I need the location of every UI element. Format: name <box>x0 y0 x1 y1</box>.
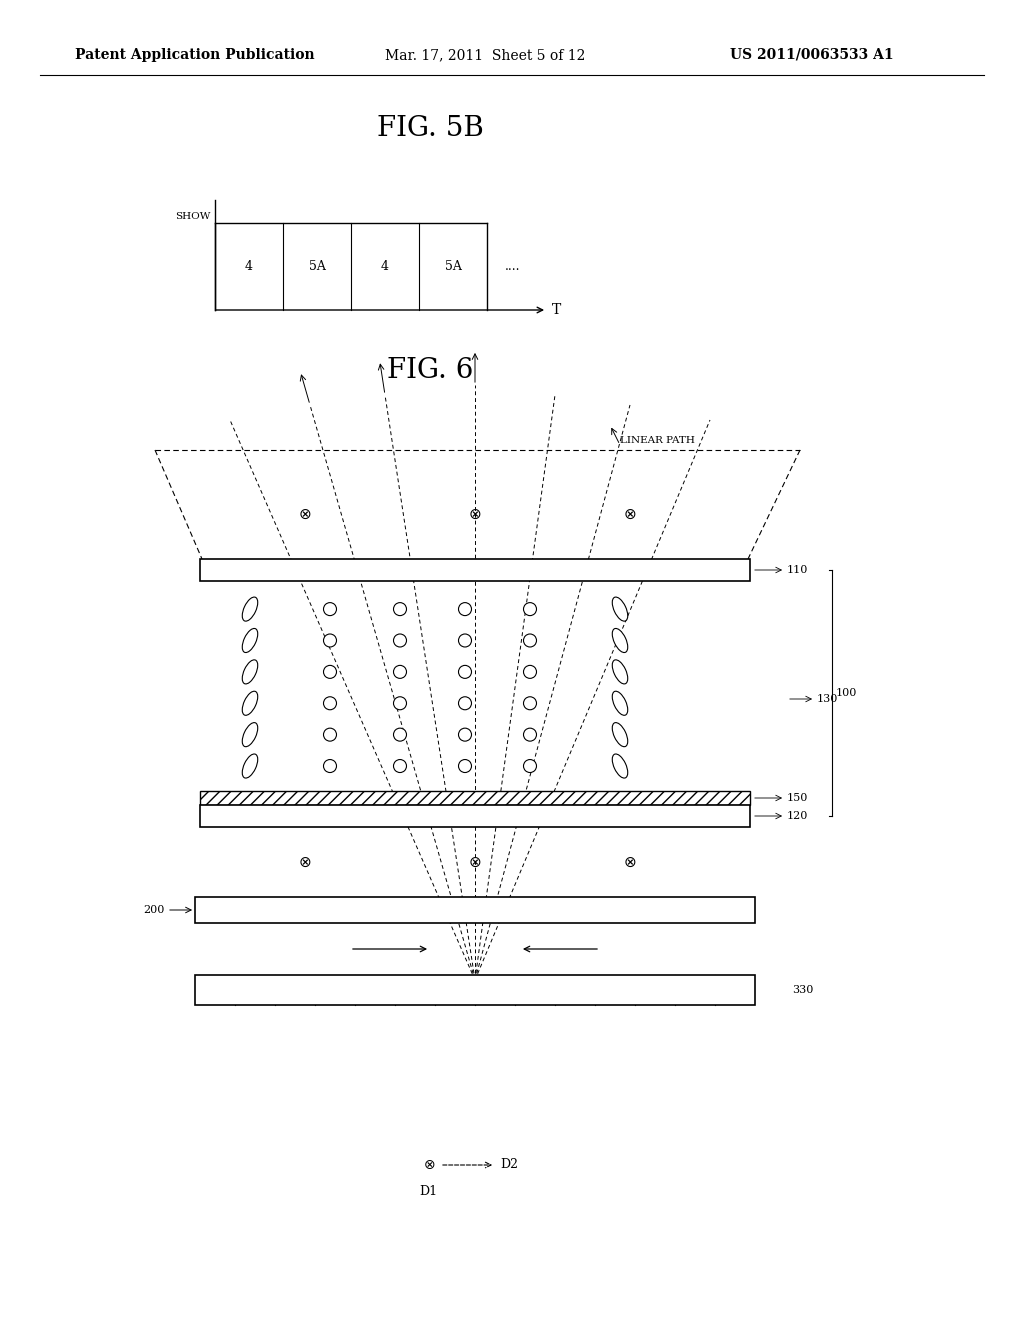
Text: ⊗: ⊗ <box>424 1158 436 1172</box>
Ellipse shape <box>324 665 337 678</box>
Ellipse shape <box>523 729 537 741</box>
Text: 110: 110 <box>787 565 808 576</box>
Ellipse shape <box>523 697 537 710</box>
Text: 4: 4 <box>245 260 253 273</box>
Bar <box>200 558 750 581</box>
Text: T: T <box>552 304 561 317</box>
Ellipse shape <box>459 697 471 710</box>
Text: ....: .... <box>505 260 520 273</box>
Text: D1: D1 <box>419 1185 437 1199</box>
Text: SHOW: SHOW <box>176 213 211 220</box>
Text: FIG. 5B: FIG. 5B <box>377 115 483 141</box>
Text: LINEAR PATH: LINEAR PATH <box>620 436 695 445</box>
Ellipse shape <box>612 692 628 715</box>
Bar <box>195 898 755 923</box>
Ellipse shape <box>612 597 628 622</box>
Text: 150: 150 <box>787 793 808 803</box>
Bar <box>195 975 755 1005</box>
Ellipse shape <box>393 603 407 615</box>
Ellipse shape <box>523 603 537 615</box>
Ellipse shape <box>523 759 537 772</box>
Text: 5A: 5A <box>444 260 462 273</box>
Bar <box>200 791 750 805</box>
Ellipse shape <box>459 634 471 647</box>
Ellipse shape <box>393 729 407 741</box>
Ellipse shape <box>243 597 258 622</box>
Text: ⊗: ⊗ <box>469 507 481 521</box>
Ellipse shape <box>393 697 407 710</box>
Text: 200: 200 <box>143 906 165 915</box>
Ellipse shape <box>612 754 628 777</box>
Ellipse shape <box>324 634 337 647</box>
Text: US 2011/0063533 A1: US 2011/0063533 A1 <box>730 48 894 62</box>
Text: ⊗: ⊗ <box>299 507 311 521</box>
Ellipse shape <box>459 729 471 741</box>
Ellipse shape <box>243 722 258 747</box>
Ellipse shape <box>324 729 337 741</box>
Ellipse shape <box>243 660 258 684</box>
Ellipse shape <box>523 665 537 678</box>
Ellipse shape <box>393 634 407 647</box>
Ellipse shape <box>459 759 471 772</box>
Ellipse shape <box>243 628 258 652</box>
Text: 130: 130 <box>817 694 839 704</box>
Ellipse shape <box>393 759 407 772</box>
Text: ⊗: ⊗ <box>299 854 311 870</box>
Ellipse shape <box>393 665 407 678</box>
Ellipse shape <box>612 628 628 652</box>
Ellipse shape <box>612 722 628 747</box>
Ellipse shape <box>459 603 471 615</box>
Text: FIG. 6: FIG. 6 <box>387 356 473 384</box>
Ellipse shape <box>523 634 537 647</box>
Ellipse shape <box>612 660 628 684</box>
Text: ⊗: ⊗ <box>624 854 636 870</box>
Ellipse shape <box>324 697 337 710</box>
Bar <box>200 805 750 828</box>
Text: 5A: 5A <box>308 260 326 273</box>
Text: 100: 100 <box>836 688 857 698</box>
Ellipse shape <box>459 665 471 678</box>
Text: Mar. 17, 2011  Sheet 5 of 12: Mar. 17, 2011 Sheet 5 of 12 <box>385 48 586 62</box>
Text: ⊗: ⊗ <box>624 507 636 521</box>
Ellipse shape <box>324 603 337 615</box>
Ellipse shape <box>243 692 258 715</box>
Text: Patent Application Publication: Patent Application Publication <box>75 48 314 62</box>
Ellipse shape <box>324 759 337 772</box>
Text: 4: 4 <box>381 260 389 273</box>
Ellipse shape <box>243 754 258 777</box>
Text: 330: 330 <box>792 985 813 995</box>
Text: D2: D2 <box>500 1159 518 1172</box>
Text: ⊗: ⊗ <box>469 854 481 870</box>
Text: 120: 120 <box>787 810 808 821</box>
